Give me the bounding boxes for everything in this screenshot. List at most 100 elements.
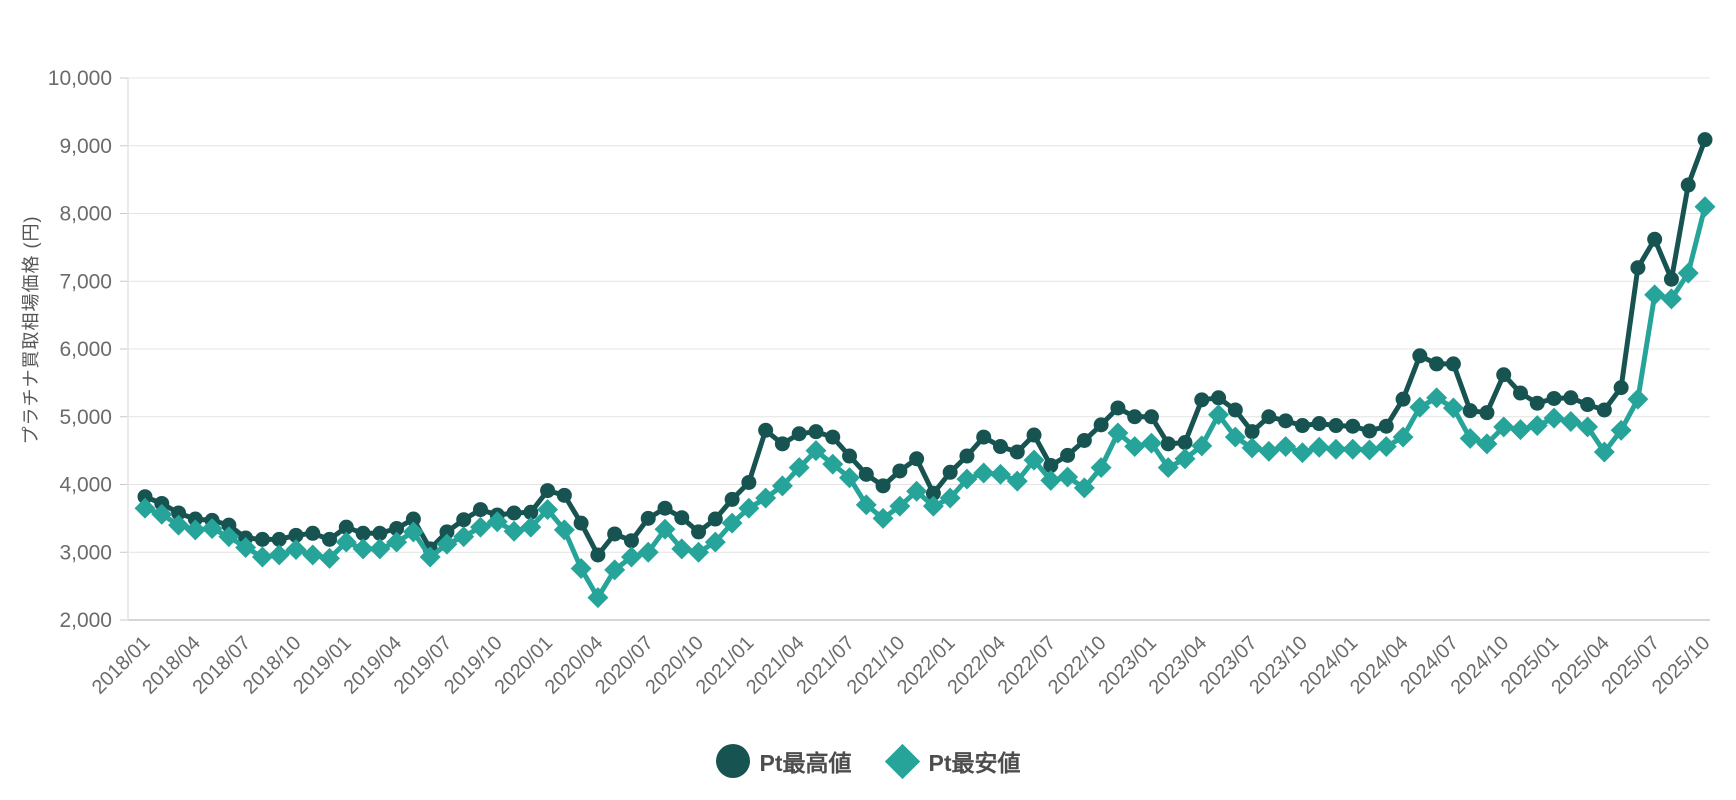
data-point-pt-max (271, 531, 287, 547)
data-point-pt-max (1160, 436, 1176, 452)
data-point-pt-min (184, 519, 206, 541)
data-point-pt-max (1563, 390, 1579, 406)
legend-item-pt-min[interactable]: Pt最安値 (884, 743, 1021, 779)
data-point-pt-min (1560, 411, 1582, 432)
data-point-pt-max (372, 525, 388, 541)
data-point-pt-max (858, 466, 874, 482)
svg-text:8,000: 8,000 (59, 203, 112, 226)
data-point-pt-max (942, 464, 958, 480)
pt-max-circle-icon (715, 744, 750, 778)
data-point-pt-max (1278, 413, 1294, 429)
data-point-pt-min (1342, 438, 1364, 460)
svg-text:9,000: 9,000 (59, 135, 112, 158)
line-chart: 2,000 3,000 4,000 5,000 6,000 7,000 8,000 9,000… (48, 67, 1716, 699)
data-point-pt-max (590, 547, 606, 563)
data-point-pt-max (456, 512, 472, 528)
data-point-pt-max (1194, 392, 1210, 408)
data-point-pt-min (268, 544, 290, 566)
data-point-pt-max (1328, 418, 1344, 434)
data-point-pt-min (1543, 407, 1565, 429)
data-point-pt-max (154, 495, 170, 511)
data-point-pt-max (623, 533, 639, 549)
data-point-pt-min (1023, 449, 1045, 471)
data-point-pt-max (1680, 177, 1696, 193)
data-point-pt-min (1090, 457, 1112, 479)
data-point-pt-max (707, 511, 723, 527)
data-point-pt-min (503, 520, 525, 542)
data-point-pt-min (1275, 436, 1297, 458)
data-point-pt-max (1127, 409, 1143, 425)
data-point-pt-min (1510, 419, 1531, 441)
data-point-pt-max (1076, 432, 1092, 448)
data-point-pt-max (1211, 390, 1227, 406)
data-point-pt-min (1140, 432, 1162, 454)
data-point-pt-min (1157, 457, 1179, 479)
data-point-pt-max (640, 510, 656, 526)
data-point-pt-max (573, 515, 589, 531)
data-point-pt-max (1613, 380, 1629, 396)
data-point-pt-max (1462, 403, 1478, 419)
data-point-pt-max (355, 525, 371, 541)
data-point-pt-max (389, 521, 405, 537)
svg-text:4,000: 4,000 (59, 474, 112, 497)
x-tick-labels: 2018/012018/042018/072018/102019/012019/… (88, 632, 1715, 699)
data-point-pt-min (1325, 438, 1347, 460)
data-point-pt-min (1040, 469, 1062, 491)
data-point-pt-max (1294, 418, 1310, 434)
data-point-pt-max (1244, 424, 1260, 440)
series-pt-min (134, 196, 1716, 609)
data-point-pt-min (1644, 284, 1666, 306)
data-point-pt-min (1409, 396, 1431, 418)
svg-text:10,000: 10,000 (48, 67, 112, 90)
data-point-pt-max (1060, 447, 1076, 463)
legend-label-pt-min: Pt最安値 (928, 750, 1021, 776)
chart-legend: Pt最高値 Pt最安値 (0, 743, 1736, 779)
data-point-pt-max (322, 531, 338, 547)
data-point-pt-min (302, 544, 324, 566)
svg-text:5,000: 5,000 (59, 406, 112, 429)
data-point-pt-min (1375, 436, 1397, 458)
data-point-pt-max (657, 500, 673, 516)
data-point-pt-max (1647, 231, 1663, 247)
series-line-pt-max (144, 138, 1708, 558)
data-point-pt-max (137, 489, 153, 505)
data-point-pt-min (1577, 416, 1599, 438)
data-point-pt-max (1630, 260, 1646, 276)
data-point-pt-min (1073, 477, 1095, 499)
data-point-pt-min (1476, 433, 1498, 455)
data-point-pt-max (1261, 409, 1277, 425)
data-point-pt-min (1359, 439, 1380, 461)
data-point-pt-max (1429, 356, 1445, 372)
data-point-pt-min (285, 539, 307, 561)
data-point-pt-max (1596, 402, 1612, 418)
data-point-pt-min (1627, 388, 1649, 410)
data-point-pt-min (1660, 288, 1682, 310)
legend-item-pt-max[interactable]: Pt最高値 (715, 744, 852, 778)
data-point-pt-max (1512, 385, 1528, 401)
data-point-pt-min (1610, 419, 1632, 441)
data-point-pt-max (1311, 416, 1327, 432)
data-point-pt-max (305, 525, 321, 541)
data-point-pt-max (741, 474, 757, 490)
data-point-pt-max (825, 429, 841, 445)
data-point-pt-max (808, 424, 824, 440)
data-point-pt-max (607, 526, 623, 542)
svg-text:7,000: 7,000 (59, 270, 112, 293)
data-point-pt-max (1345, 418, 1361, 434)
data-point-pt-max (1412, 348, 1428, 364)
data-point-pt-min (1191, 435, 1213, 457)
data-point-pt-max (1395, 391, 1411, 407)
data-point-pt-max (959, 448, 975, 464)
data-point-pt-min (1459, 427, 1481, 449)
data-point-pt-max (758, 422, 774, 438)
data-point-pt-max (472, 502, 488, 518)
data-point-pt-max (540, 483, 556, 499)
data-point-pt-min (1493, 416, 1515, 438)
data-point-pt-min (570, 558, 592, 579)
data-point-pt-max (674, 510, 690, 526)
data-point-pt-min (251, 546, 273, 568)
data-point-pt-max (791, 426, 807, 442)
data-point-pt-max (556, 487, 572, 503)
data-point-pt-max (724, 491, 740, 507)
